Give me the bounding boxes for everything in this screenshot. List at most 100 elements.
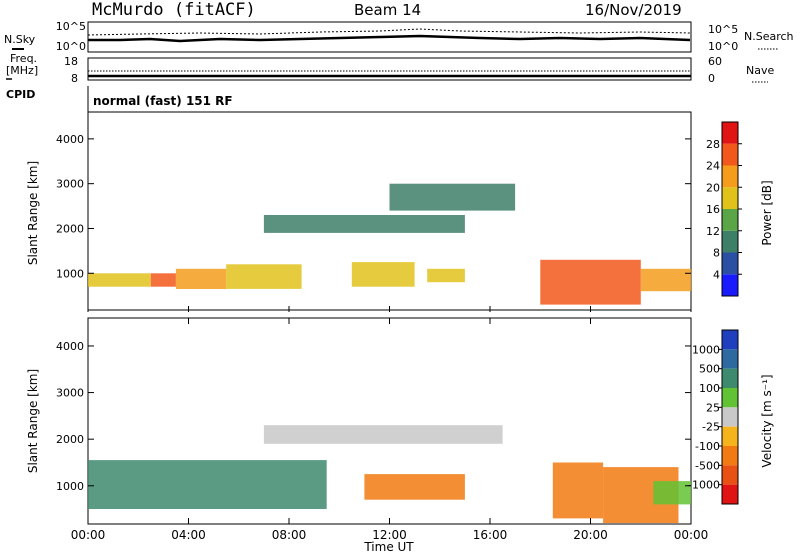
power-panel: 1000 2000 3000 4000 Slant Range [km] xyxy=(26,111,692,311)
power-colorbar-label: Power [dB] xyxy=(760,180,774,245)
freq-tick-bottom: 8 xyxy=(71,72,78,85)
nave-label: Nave xyxy=(746,64,774,77)
colorbar-tick-label: -25 xyxy=(702,421,720,434)
xtick-label: 00:00 xyxy=(71,528,106,542)
colorbar-swatch xyxy=(722,484,738,504)
velocity-yticks: 1000 2000 3000 4000 xyxy=(56,340,691,493)
velocity-data xyxy=(88,425,691,523)
data-band-0 xyxy=(88,460,327,509)
colorbar-tick-label: 8 xyxy=(713,247,720,260)
xtick-label: 04:00 xyxy=(171,528,206,542)
colorbar-swatch xyxy=(722,330,738,350)
data-band-2 xyxy=(175,268,227,289)
xtick-label: 20:00 xyxy=(573,528,608,542)
ytick-label: 4000 xyxy=(56,340,84,353)
noise-panel-frame xyxy=(87,21,692,53)
data-band-5 xyxy=(653,481,691,505)
colorbar-swatch xyxy=(722,426,738,446)
cpid-value: normal (fast) 151 RF xyxy=(93,94,233,108)
date-title: 16/Nov/2019 xyxy=(585,1,682,19)
noise-tick-right-bottom: 10^0 xyxy=(708,40,738,53)
cpid-label: CPID xyxy=(6,88,35,101)
nave-tick-top: 60 xyxy=(708,55,722,68)
data-band-1 xyxy=(150,273,176,287)
colorbar-tick-label: 100 xyxy=(699,382,720,395)
data-band-8 xyxy=(263,215,465,233)
data-band-0 xyxy=(88,273,151,287)
data-band-6 xyxy=(540,259,641,305)
freq-panel-frame xyxy=(87,57,692,81)
colorbar-swatch xyxy=(722,368,738,388)
noise-tick-right-top: 10^5 xyxy=(708,23,738,36)
velocity-xticks: 00:00 04:00 08:00 12:00 16:00 20:00 00:00 xyxy=(71,306,709,542)
station-title: McMurdo (fitACF) xyxy=(92,0,256,20)
velocity-panel: 1000 2000 3000 4000 00:00 04:00 08:00 12:00 16:… xyxy=(26,306,708,554)
colorbar-swatch xyxy=(722,143,738,166)
data-band-7 xyxy=(640,268,692,292)
xtick-label: 08:00 xyxy=(272,528,307,542)
power-data xyxy=(88,183,692,305)
data-band-3 xyxy=(226,264,302,289)
nave-tick-bottom: 0 xyxy=(708,72,715,85)
noise-tick-left-bottom: 10^0 xyxy=(56,40,86,53)
power-yticks: 1000 2000 3000 4000 xyxy=(56,133,691,280)
colorbar-tick-label: -100 xyxy=(695,440,720,453)
data-band-9 xyxy=(389,183,516,211)
freq-label-1: Freq. xyxy=(10,52,37,65)
data-band-2 xyxy=(364,474,465,500)
nsky-label: N.Sky xyxy=(4,33,36,46)
colorbar-swatch xyxy=(722,274,738,296)
freq-label-2: [MHz] xyxy=(6,64,38,77)
data-band-5 xyxy=(427,268,465,283)
power-colorbar: 4 8 12 16 20 24 28 xyxy=(706,121,742,297)
colorbar-tick-label: -1000 xyxy=(688,479,720,492)
colorbar-swatch xyxy=(722,209,738,231)
ytick-label: 3000 xyxy=(56,387,84,400)
colorbar-tick-label: 28 xyxy=(706,138,720,151)
colorbar-swatch xyxy=(722,465,738,485)
colorbar-tick-label: 1000 xyxy=(692,343,720,356)
colorbar-tick-label: 16 xyxy=(706,203,720,216)
power-ylabel: Slant Range [km] xyxy=(26,161,40,265)
ytick-label: 2000 xyxy=(56,433,84,446)
colorbar-swatch xyxy=(722,122,738,144)
colorbar-swatch xyxy=(722,407,738,427)
ytick-label: 4000 xyxy=(56,133,84,146)
xtick-label: 16:00 xyxy=(473,528,508,542)
beam-title: Beam 14 xyxy=(354,1,421,19)
colorbar-tick-label: 500 xyxy=(699,363,720,376)
colorbar-swatch xyxy=(722,165,738,188)
velocity-colorbar-label: Velocity [m s⁻¹] xyxy=(760,374,774,467)
noise-panel: N.Sky 10^5 10^0 10^5 10^0 N.Search xyxy=(4,20,794,53)
velocity-ylabel: Slant Range [km] xyxy=(26,369,40,473)
data-band-4 xyxy=(351,262,415,287)
colorbar-tick-label: 12 xyxy=(706,225,720,238)
ytick-label: 3000 xyxy=(56,178,84,191)
colorbar-tick-label: -500 xyxy=(695,459,720,472)
x-axis-label: Time UT xyxy=(363,540,414,554)
colorbar-swatch xyxy=(722,187,738,209)
data-band-3 xyxy=(552,462,604,519)
colorbar-swatch xyxy=(722,349,738,369)
ytick-label: 1000 xyxy=(56,480,84,493)
xtick-label: 00:00 xyxy=(674,528,709,542)
colorbar-tick-label: 4 xyxy=(713,268,720,281)
colorbar-swatch xyxy=(722,388,738,408)
colorbar-swatch xyxy=(722,252,738,275)
nsearch-label: N.Search xyxy=(744,30,794,43)
colorbar-tick-label: 24 xyxy=(706,160,720,173)
xtick-label: 12:00 xyxy=(372,528,407,542)
freq-nave-panel: Freq. [MHz] 18 8 60 0 Nave xyxy=(6,52,774,85)
nsearch-trace xyxy=(87,28,691,36)
ytick-label: 2000 xyxy=(56,222,84,235)
data-band-1 xyxy=(263,425,503,444)
freq-tick-top: 18 xyxy=(64,55,78,68)
colorbar-tick-label: 25 xyxy=(706,401,720,414)
colorbar-swatch xyxy=(722,446,738,466)
nsky-trace xyxy=(88,34,691,43)
colorbar-swatch xyxy=(722,230,738,253)
colorbar-frame xyxy=(721,329,739,505)
ytick-label: 1000 xyxy=(56,267,84,280)
noise-tick-left-top: 10^5 xyxy=(56,20,86,33)
